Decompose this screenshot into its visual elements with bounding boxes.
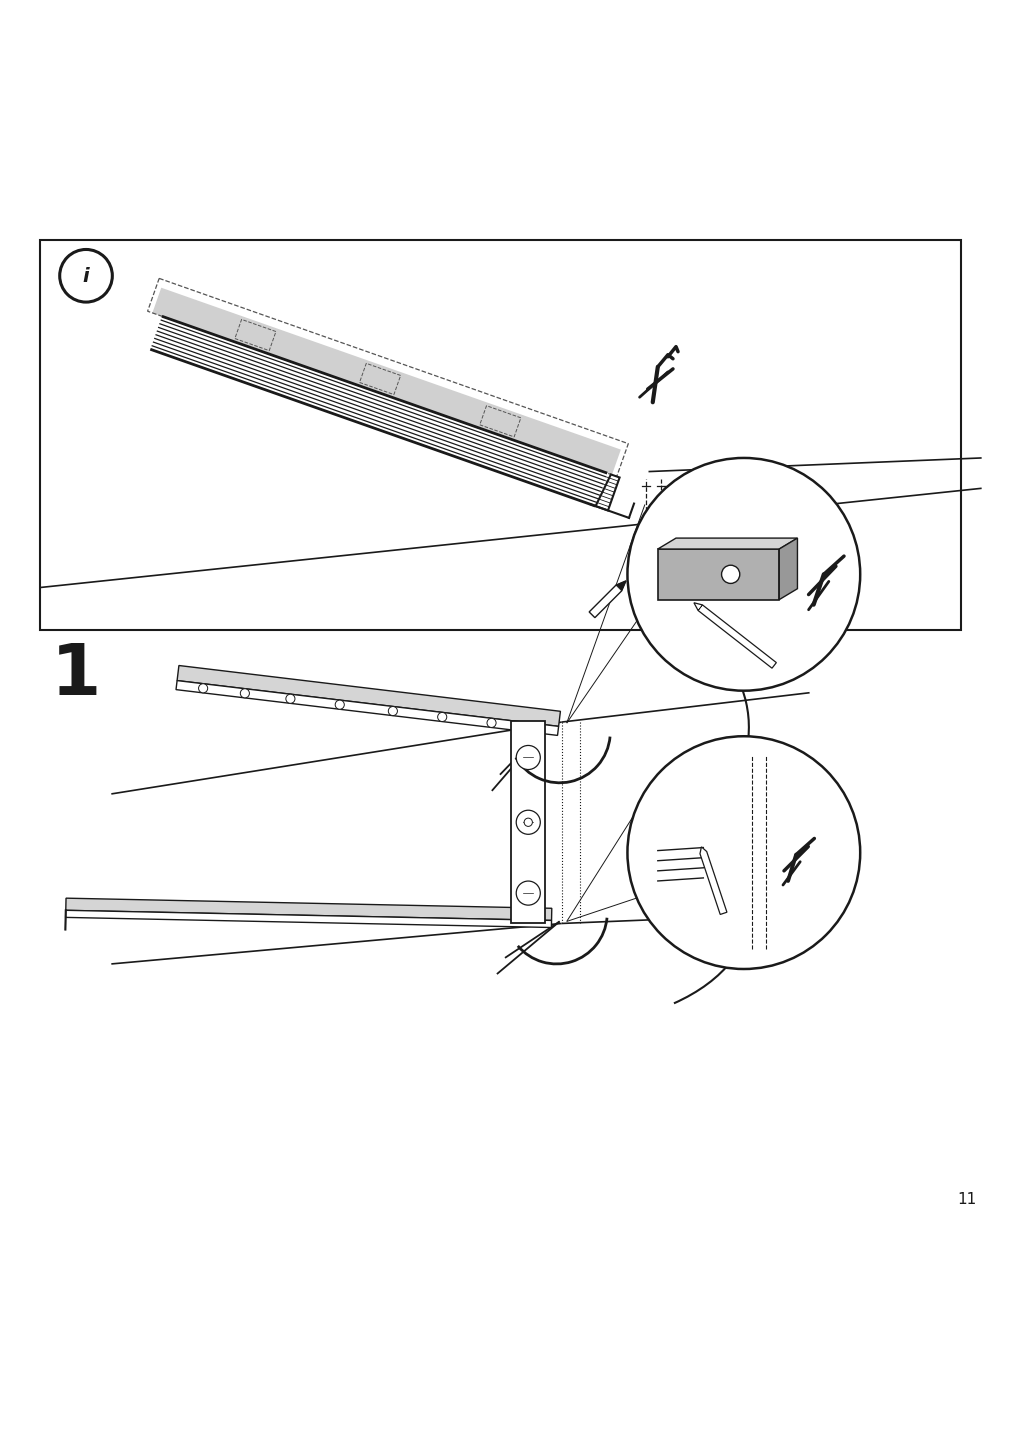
Polygon shape bbox=[657, 538, 797, 548]
Circle shape bbox=[516, 881, 540, 905]
Circle shape bbox=[524, 818, 532, 826]
Polygon shape bbox=[698, 604, 702, 610]
Polygon shape bbox=[153, 288, 620, 475]
Polygon shape bbox=[66, 898, 551, 921]
Circle shape bbox=[437, 713, 446, 722]
Circle shape bbox=[516, 746, 540, 769]
Circle shape bbox=[285, 695, 294, 703]
Circle shape bbox=[198, 683, 207, 693]
Circle shape bbox=[516, 811, 540, 835]
Circle shape bbox=[721, 566, 739, 583]
Polygon shape bbox=[176, 680, 558, 736]
Polygon shape bbox=[657, 548, 778, 600]
Text: i: i bbox=[83, 268, 89, 286]
Polygon shape bbox=[778, 538, 797, 600]
Bar bbox=[40, 241, 960, 630]
Circle shape bbox=[388, 706, 397, 716]
Polygon shape bbox=[177, 666, 560, 726]
Circle shape bbox=[240, 689, 249, 697]
Text: 11: 11 bbox=[955, 1193, 976, 1207]
Circle shape bbox=[525, 723, 534, 732]
Circle shape bbox=[627, 736, 859, 969]
Polygon shape bbox=[616, 581, 626, 591]
Circle shape bbox=[486, 719, 495, 727]
Circle shape bbox=[335, 700, 344, 709]
Polygon shape bbox=[588, 581, 626, 617]
Circle shape bbox=[627, 458, 859, 690]
Polygon shape bbox=[66, 911, 551, 928]
Bar bbox=[511, 722, 545, 924]
Circle shape bbox=[60, 249, 112, 302]
Text: 6 mm: 6 mm bbox=[672, 480, 713, 493]
Polygon shape bbox=[694, 603, 775, 669]
Text: 81 mm: 81 mm bbox=[672, 538, 722, 553]
Polygon shape bbox=[700, 846, 726, 915]
Text: 1: 1 bbox=[51, 642, 101, 710]
Polygon shape bbox=[595, 474, 619, 510]
